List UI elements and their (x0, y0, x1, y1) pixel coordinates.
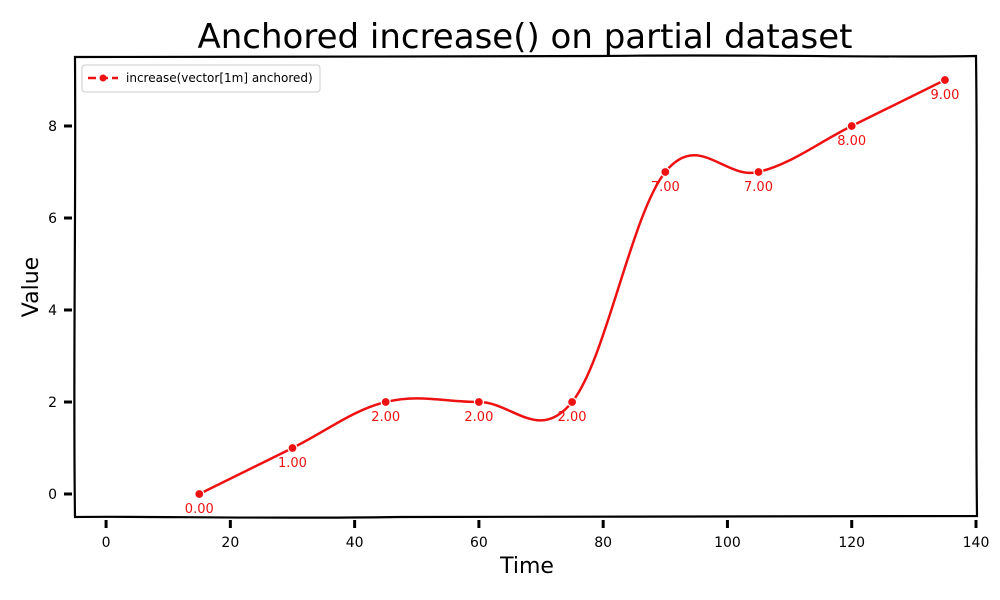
data-label: 7.00 (744, 180, 773, 195)
x-tick-label: 0 (102, 535, 111, 551)
data-point (660, 166, 671, 178)
data-label: 1.00 (278, 456, 307, 471)
data-point (473, 396, 484, 408)
y-tick-label: 8 (48, 119, 57, 135)
series-line (198, 78, 947, 496)
data-label: 9.00 (930, 88, 959, 103)
x-tick-label: 140 (963, 535, 990, 551)
data-label: 2.00 (371, 410, 400, 425)
data-point (380, 396, 391, 408)
data-point (567, 396, 578, 408)
data-point (939, 74, 951, 86)
data-point (194, 488, 205, 500)
x-tick-label: 120 (838, 535, 865, 551)
data-label: 2.00 (558, 410, 587, 425)
legend-entry-label: increase(vector[1m] anchored) (126, 71, 313, 85)
chart-title: Anchored increase() on partial dataset (198, 17, 853, 57)
data-label: 8.00 (837, 134, 866, 149)
data-point (287, 442, 298, 454)
plot-frame (73, 54, 979, 519)
y-tick-label: 4 (48, 303, 57, 319)
y-axis: 0 2 4 6 8 (48, 119, 72, 503)
x-tick-label: 100 (714, 535, 741, 551)
y-axis-label: Value (19, 257, 44, 317)
data-label: 0.00 (185, 502, 214, 517)
legend-point-marker (99, 74, 107, 82)
y-tick-label: 2 (48, 395, 57, 411)
x-axis: 0 20 40 60 80 100 120 140 (102, 520, 990, 551)
x-tick-label: 20 (221, 535, 239, 551)
x-tick-label: 40 (346, 535, 364, 551)
data-point (846, 120, 857, 132)
legend-box (81, 64, 321, 93)
y-tick-label: 0 (48, 487, 57, 503)
x-tick-label: 60 (470, 535, 488, 551)
legend: increase(vector[1m] anchored) (81, 64, 321, 93)
series-layer: 0.00 1.00 2.00 2.00 2.00 7.00 7.00 8.00 9.00 (185, 74, 959, 517)
x-axis-label: Time (499, 554, 554, 579)
x-tick-label: 80 (594, 535, 612, 551)
data-label: 7.00 (651, 180, 680, 195)
data-label: 2.00 (464, 410, 493, 425)
y-tick-label: 6 (48, 211, 57, 227)
data-point (753, 166, 764, 178)
